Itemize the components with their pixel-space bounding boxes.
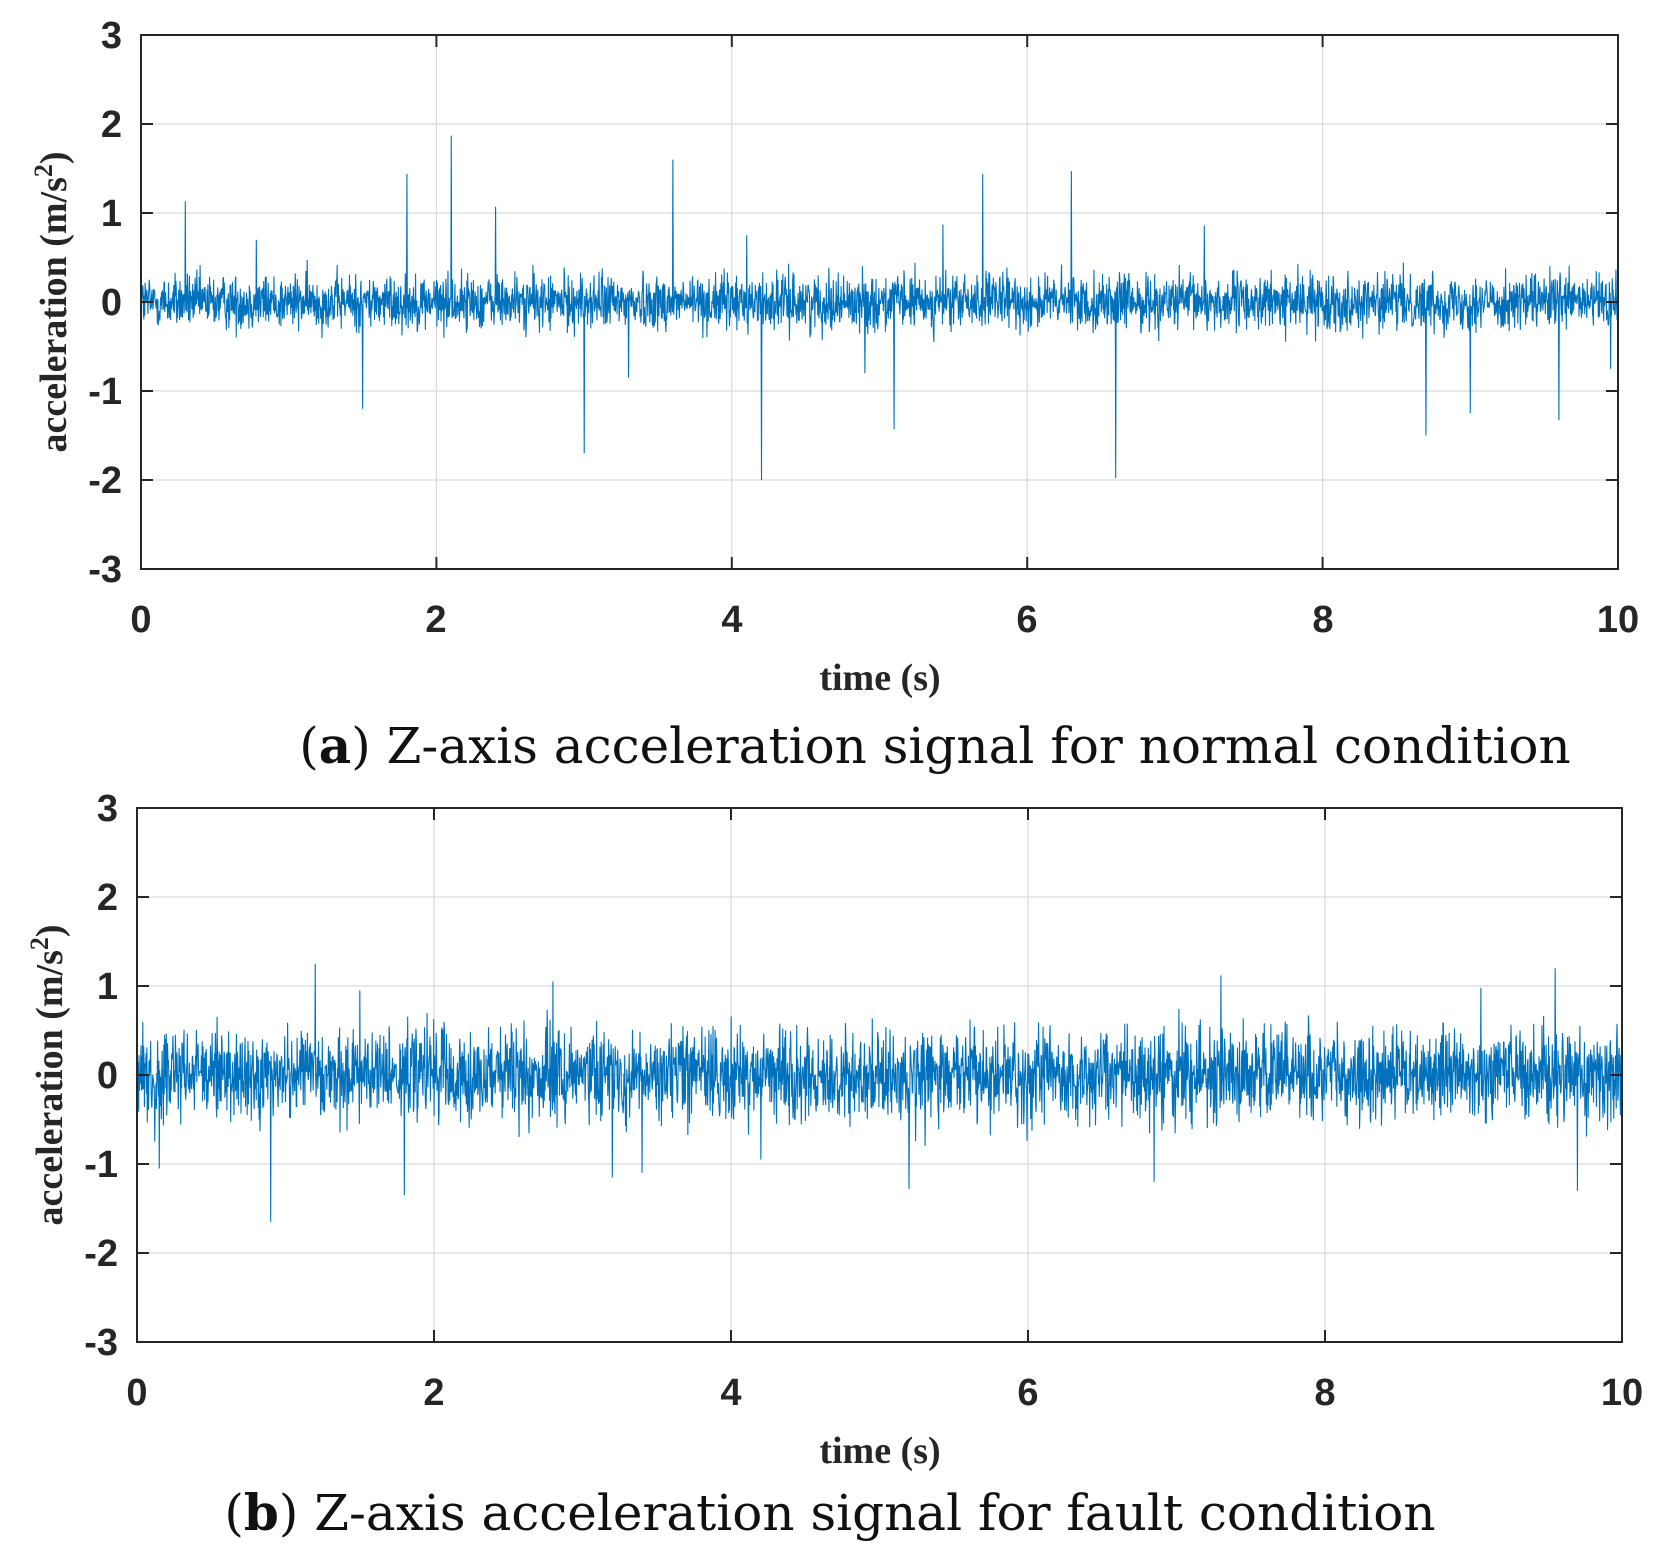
x-tick-label: 10	[1601, 1372, 1643, 1414]
signal-line-a	[140, 135, 1619, 481]
caption-b: (b) Z-axis acceleration signal for fault…	[224, 1483, 1435, 1542]
y-axis-label-a: acceleration (m/s2)	[29, 151, 75, 452]
x-tick-label: 4	[721, 599, 742, 641]
y-tick-labels-a: 3 2 1 0 -1 -2 -3	[88, 15, 122, 591]
x-tick-labels-a: 0 2 4 6 8 10	[130, 599, 1639, 641]
x-tick-label: 0	[126, 1372, 147, 1414]
y-tick-label: 0	[101, 282, 122, 324]
panel-a-chart: 3 2 1 0 -1 -2 -3 0 2 4 6 8 10 time (s) a…	[29, 15, 1639, 775]
y-tick-label: -2	[88, 460, 122, 502]
y-tick-label: -1	[88, 371, 122, 413]
y-tick-label: 1	[101, 193, 122, 235]
tick-marks-b	[136, 807, 1623, 1343]
y-axis-label-b: acceleration (m/s2)	[25, 924, 71, 1225]
tick-marks-a	[140, 34, 1619, 570]
x-tick-label: 8	[1312, 599, 1333, 641]
y-tick-label: -3	[88, 549, 122, 591]
x-tick-label: 4	[720, 1372, 741, 1414]
y-tick-label: -2	[84, 1233, 118, 1275]
y-tick-label: -3	[84, 1322, 118, 1364]
x-tick-label: 0	[130, 599, 151, 641]
y-tick-label: 2	[97, 877, 118, 919]
x-tick-label: 2	[425, 599, 446, 641]
panel-b-chart: 3 2 1 0 -1 -2 -3 0 2 4 6 8 10 time (s) a…	[25, 788, 1643, 1542]
x-tick-label: 10	[1597, 599, 1639, 641]
x-axis-label-a: time (s)	[819, 657, 940, 699]
x-tick-labels-b: 0 2 4 6 8 10	[126, 1372, 1643, 1414]
y-tick-label: 3	[97, 788, 118, 830]
y-tick-label: 2	[101, 104, 122, 146]
x-tick-label: 6	[1016, 599, 1037, 641]
x-tick-label: 2	[423, 1372, 444, 1414]
x-tick-label: 6	[1017, 1372, 1038, 1414]
y-tick-label: -1	[84, 1144, 118, 1186]
x-tick-label: 8	[1314, 1372, 1335, 1414]
y-tick-label: 3	[101, 15, 122, 57]
signal-line-b	[136, 963, 1623, 1222]
caption-a: (a) Z-axis acceleration signal for norma…	[299, 716, 1570, 775]
y-tick-label: 1	[97, 966, 118, 1008]
x-axis-label-b: time (s)	[819, 1430, 940, 1472]
y-tick-label: 0	[97, 1055, 118, 1097]
y-tick-labels-b: 3 2 1 0 -1 -2 -3	[84, 788, 118, 1364]
